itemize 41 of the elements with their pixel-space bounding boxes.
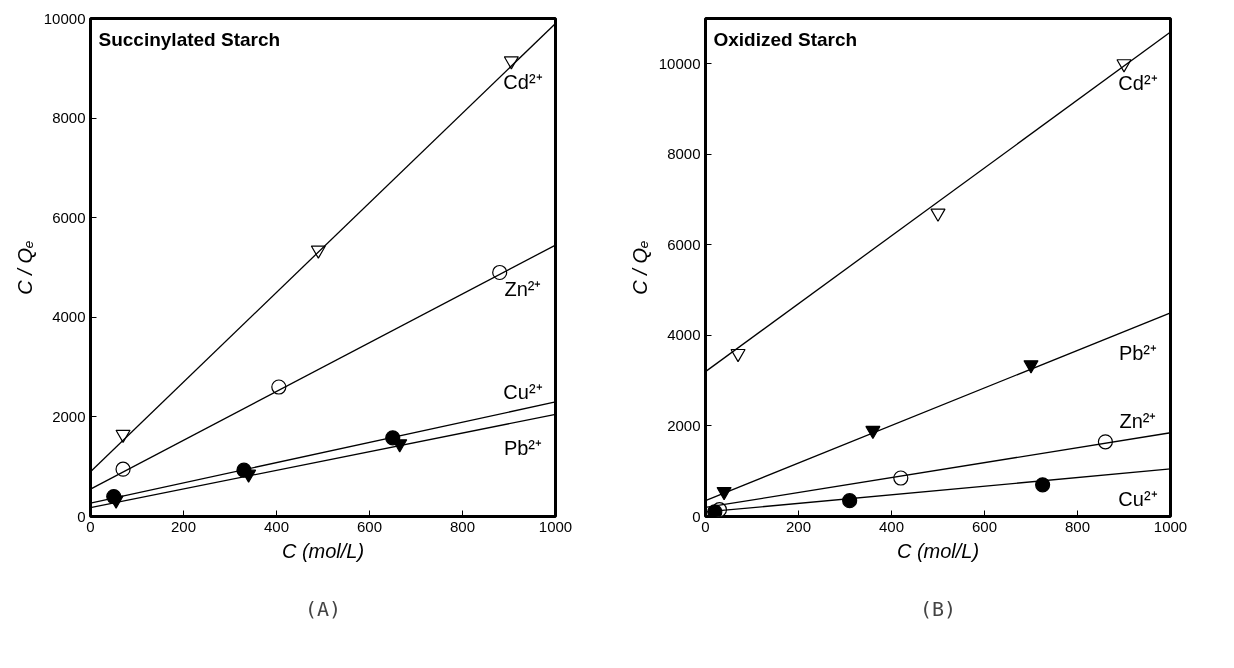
y-tick-label: 6000 <box>52 208 86 226</box>
text: (A) <box>304 596 342 621</box>
x-tick-label: 400 <box>878 517 905 535</box>
text: Oxidized Starch <box>713 28 858 50</box>
point <box>1023 360 1039 374</box>
x-axis-title: C (mol/L) <box>896 539 980 562</box>
x-tick-label: 400 <box>263 517 290 535</box>
y-axis-title: C / Qₑ <box>13 240 36 295</box>
point <box>930 208 946 222</box>
series-label: Cd²⁺ <box>1118 71 1158 94</box>
x-tick-label: 600 <box>971 517 998 535</box>
series-label: Cd²⁺ <box>503 70 543 93</box>
y-axis-title: C / Qₑ <box>628 240 651 295</box>
series-label: Pb²⁺ <box>1118 341 1158 364</box>
y-tick-label: 2000 <box>52 407 86 425</box>
series-label: Zn²⁺ <box>1119 409 1157 432</box>
point <box>1035 477 1051 493</box>
x-tick-label: 800 <box>449 517 476 535</box>
y-tick-label: 6000 <box>667 235 701 253</box>
point <box>730 348 746 363</box>
y-tick-label: 10000 <box>43 9 86 27</box>
x-tick-label: 1000 <box>1153 517 1188 535</box>
x-tick-label: 200 <box>170 517 197 535</box>
x-tick-label: 600 <box>356 517 383 535</box>
series-label: Zn²⁺ <box>504 278 542 301</box>
y-tick-label: 10000 <box>658 54 701 72</box>
y-tick-label: 4000 <box>667 326 701 344</box>
series-label: Pb²⁺ <box>503 436 543 459</box>
x-tick-label: 1000 <box>538 517 573 535</box>
y-tick-label: 8000 <box>52 109 86 127</box>
text: Succinylated Starch <box>98 28 281 50</box>
series-label: Cu²⁺ <box>1118 487 1158 510</box>
y-tick-label: 2000 <box>667 416 701 434</box>
x-tick-label: 200 <box>785 517 812 535</box>
text: (B) <box>919 596 957 621</box>
y-tick-label: 4000 <box>52 308 86 326</box>
point <box>707 504 723 517</box>
series-label: Cu²⁺ <box>503 381 543 404</box>
x-tick-label: 800 <box>1064 517 1091 535</box>
x-axis-title: C (mol/L) <box>281 539 365 562</box>
y-tick-label: 8000 <box>667 145 701 163</box>
